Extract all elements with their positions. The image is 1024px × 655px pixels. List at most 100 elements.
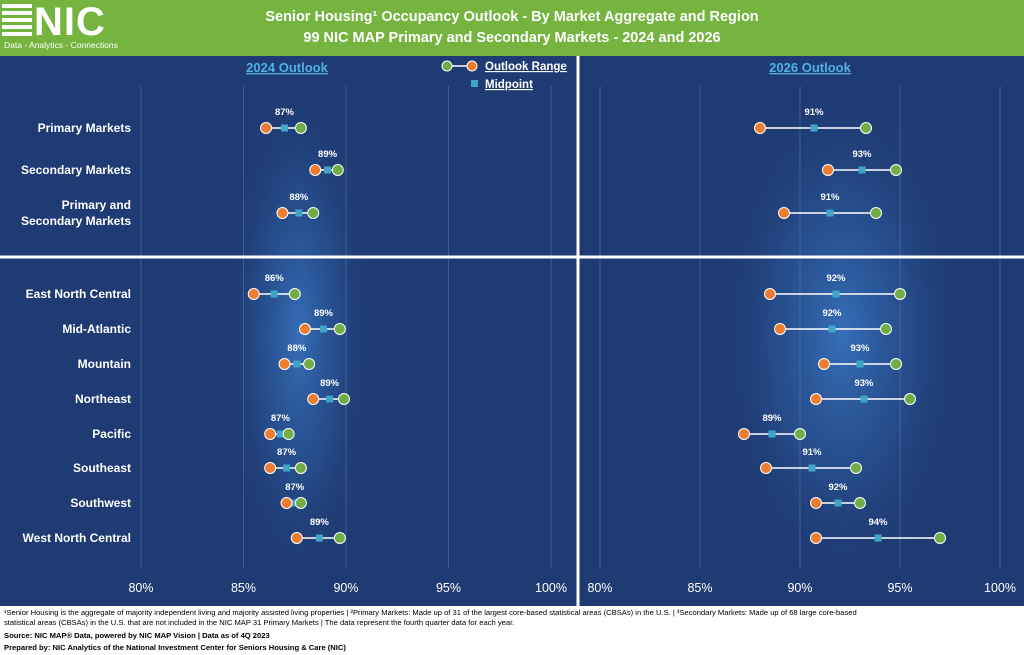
midpoint-data-label: 87%	[285, 482, 305, 493]
x-tick-label: 85%	[231, 581, 256, 595]
low-marker	[260, 122, 273, 134]
low-marker	[810, 532, 822, 544]
midpoint-data-label: 92%	[828, 482, 848, 493]
low-marker	[810, 497, 822, 509]
midpoint-marker	[283, 464, 291, 472]
footer: ¹Senior Housing is the aggregate of majo…	[0, 606, 1024, 655]
high-marker	[880, 323, 892, 335]
low-marker	[754, 122, 766, 134]
x-tick-label: 85%	[687, 581, 712, 595]
midpoint-marker	[276, 430, 284, 438]
logo-name: NIC	[34, 0, 106, 44]
panel-title-2024: 2024 Outlook	[246, 60, 328, 75]
midpoint-marker	[324, 166, 332, 174]
high-marker	[282, 428, 295, 440]
high-marker	[894, 288, 906, 300]
midpoint-marker	[281, 124, 288, 132]
high-marker	[860, 122, 872, 134]
chart-title: Senior Housing¹ Occupancy Outlook - By M…	[265, 9, 759, 25]
midpoint-data-label: 89%	[314, 308, 334, 319]
legend-midpoint-marker	[471, 80, 478, 87]
high-marker	[870, 207, 882, 219]
midpoint-data-label: 87%	[271, 413, 291, 424]
low-marker	[278, 358, 291, 370]
high-marker	[333, 532, 346, 544]
nic-logo: NIC Data - Analytics - Connections	[0, 0, 128, 56]
low-marker	[264, 428, 277, 440]
high-marker	[303, 358, 316, 370]
panel-glow	[223, 76, 374, 596]
midpoint-data-label: 88%	[289, 192, 309, 203]
category-label: Pacific	[92, 427, 131, 441]
midpoint-data-label: 91%	[802, 447, 822, 458]
category-label: Mountain	[78, 357, 131, 371]
low-marker	[290, 532, 303, 544]
midpoint-marker	[315, 534, 323, 542]
high-marker	[294, 122, 307, 134]
low-marker	[307, 393, 320, 405]
high-marker	[904, 393, 916, 405]
midpoint-data-label: 89%	[762, 413, 782, 424]
high-marker	[337, 393, 350, 405]
low-marker	[818, 358, 830, 370]
midpoint-data-label: 92%	[822, 308, 842, 319]
high-marker	[850, 462, 862, 474]
midpoint-data-label: 93%	[850, 343, 870, 354]
low-marker	[822, 164, 834, 176]
logo-stripes-icon	[2, 4, 32, 36]
x-tick-label: 80%	[128, 581, 153, 595]
midpoint-data-label: 89%	[310, 517, 330, 528]
category-label-line: Secondary Markets	[21, 214, 131, 228]
high-marker	[294, 462, 307, 474]
midpoint-marker	[295, 209, 303, 217]
midpoint-marker	[326, 395, 334, 403]
midpoint-data-label: 89%	[320, 378, 340, 389]
high-marker	[854, 497, 866, 509]
category-label: Northeast	[75, 392, 131, 406]
legend: Outlook Range Midpoint	[441, 60, 567, 91]
prepared-by-note: Prepared by: NIC Analytics of the Nation…	[4, 643, 346, 652]
panel-title-2026: 2026 Outlook	[769, 60, 851, 75]
midpoint-data-label: 93%	[852, 149, 872, 160]
low-marker	[810, 393, 822, 405]
midpoint-data-label: 91%	[804, 107, 824, 118]
midpoint-data-label: 94%	[868, 517, 888, 528]
high-marker	[934, 532, 946, 544]
high-marker	[333, 323, 346, 335]
legend-low-marker	[466, 60, 478, 72]
high-marker	[288, 288, 301, 300]
x-tick-label: 80%	[587, 581, 612, 595]
high-marker	[307, 207, 320, 219]
midpoint-marker	[828, 325, 836, 333]
midpoint-marker	[826, 209, 834, 217]
low-marker	[264, 462, 277, 474]
x-tick-label: 100%	[984, 581, 1016, 595]
logo-tagline: Data - Analytics - Connections	[4, 40, 118, 50]
low-marker	[764, 288, 776, 300]
low-marker	[309, 164, 322, 176]
category-label: Southwest	[70, 496, 131, 510]
midpoint-marker	[874, 534, 882, 542]
legend-high-marker	[441, 60, 453, 72]
category-label: Primary and Secondary Markets	[21, 198, 131, 228]
category-label: Mid-Atlantic	[62, 322, 131, 336]
midpoint-marker	[810, 124, 818, 132]
midpoint-data-label: 88%	[287, 343, 307, 354]
midpoint-data-label: 89%	[318, 149, 338, 160]
header-banner: NIC Data - Analytics - Connections Senio…	[0, 0, 1024, 56]
low-marker	[276, 207, 289, 219]
midpoint-data-label: 91%	[820, 192, 840, 203]
midpoint-marker	[858, 166, 866, 174]
low-marker	[247, 288, 260, 300]
low-marker	[778, 207, 790, 219]
midpoint-marker	[768, 430, 776, 438]
low-marker	[760, 462, 772, 474]
midpoint-data-label: 86%	[265, 273, 285, 284]
midpoint-data-label: 93%	[854, 378, 874, 389]
high-marker	[331, 164, 344, 176]
midpoint-data-label: 87%	[277, 447, 297, 458]
category-label: Primary Markets	[38, 121, 132, 135]
high-marker	[890, 164, 902, 176]
midpoint-marker	[860, 395, 868, 403]
midpoint-marker	[291, 499, 299, 507]
